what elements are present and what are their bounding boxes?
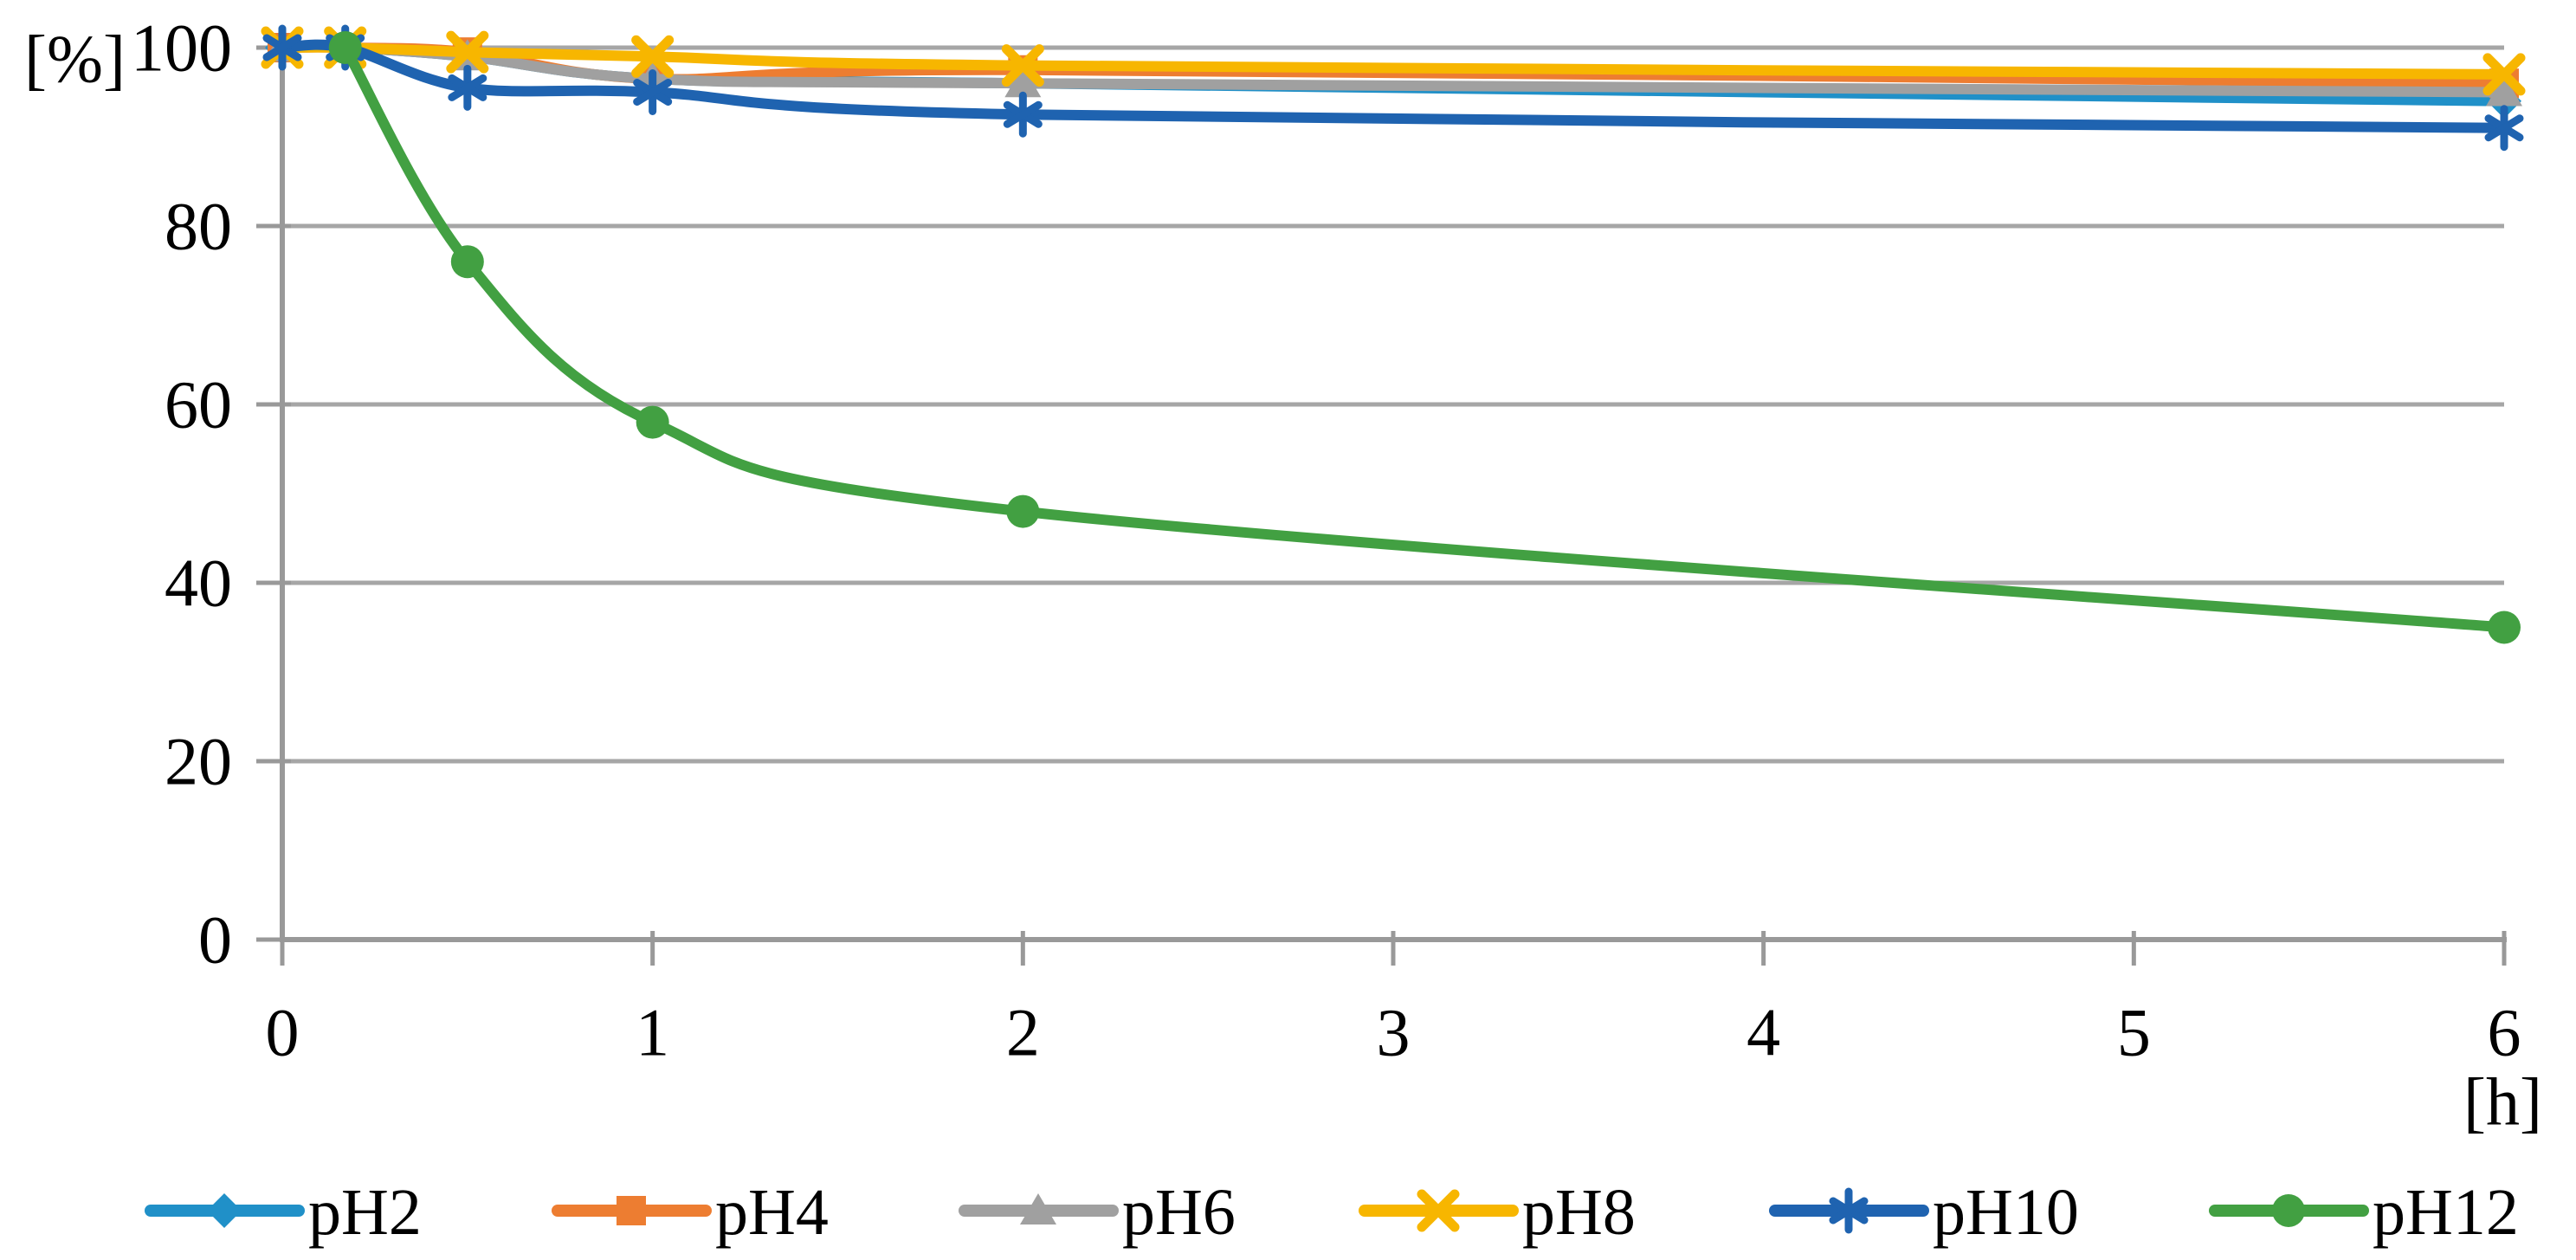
marker-circle-legend-pH12 <box>2272 1194 2305 1227</box>
legend-item-pH2: pH2 <box>145 1176 422 1249</box>
y-axis-unit-label: [%] <box>24 22 126 97</box>
x-tick-label-6: 6 <box>2488 995 2521 1070</box>
x-tick-label-0: 0 <box>266 995 300 1070</box>
x-tick-label-5: 5 <box>2117 995 2151 1070</box>
y-tick-label-20: 20 <box>165 724 232 799</box>
series-line-pH12 <box>339 42 2509 633</box>
x-tick-label-1: 1 <box>636 995 669 1070</box>
marker-circle-pH12 <box>636 405 669 439</box>
y-tick-label-80: 80 <box>165 189 232 264</box>
legend-label-pH8: pH8 <box>1522 1176 1636 1249</box>
legend-item-pH10: pH10 <box>1769 1176 2079 1249</box>
marker-circle-pH12 <box>328 31 362 64</box>
y-tick-label-40: 40 <box>165 546 232 621</box>
x-tick-label-3: 3 <box>1377 995 1411 1070</box>
legend-label-pH2: pH2 <box>308 1176 422 1249</box>
marker-x-legend-pH8 <box>1417 1189 1460 1232</box>
marker-x-pH8 <box>631 35 675 78</box>
marker-circle-pH12 <box>450 245 484 279</box>
marker-star-legend-pH10 <box>1829 1187 1869 1234</box>
marker-circle-pH12 <box>2488 611 2521 644</box>
series-line-pH8 <box>277 42 2509 80</box>
marker-x-pH8 <box>446 30 489 74</box>
marker-circle-pH12 <box>1006 494 1040 528</box>
marker-x-pH8 <box>2482 53 2526 96</box>
marker-triangle-pH6 <box>2486 74 2522 107</box>
marker-star-pH10 <box>448 64 487 111</box>
y-tick-label-100: 100 <box>131 10 232 86</box>
legend-item-pH6: pH6 <box>959 1176 1236 1249</box>
marker-star-pH10 <box>262 24 302 71</box>
legend-item-pH12: pH12 <box>2209 1176 2519 1249</box>
y-tick-label-0: 0 <box>198 902 232 978</box>
legend-item-pH8: pH8 <box>1359 1176 1636 1249</box>
legend-label-pH4: pH4 <box>715 1176 829 1249</box>
x-tick-label-4: 4 <box>1746 995 1780 1070</box>
marker-triangle-pH6 <box>1004 66 1042 98</box>
marker-triangle-legend-pH6 <box>1020 1193 1056 1224</box>
x-tick-label-2: 2 <box>1006 995 1040 1070</box>
marker-star-pH10 <box>633 69 673 115</box>
y-tick-label-60: 60 <box>165 367 232 443</box>
marker-star-pH10 <box>1003 91 1043 138</box>
legend-label-pH10: pH10 <box>1933 1176 2079 1249</box>
legend-label-pH12: pH12 <box>2373 1176 2519 1249</box>
marker-square-legend-pH4 <box>617 1196 646 1225</box>
legend-item-pH4: pH4 <box>552 1176 829 1249</box>
marker-diamond-legend-pH2 <box>207 1193 242 1228</box>
marker-x-pH8 <box>1001 44 1044 87</box>
x-axis-unit-label: [h] <box>2463 1064 2542 1140</box>
legend-label-pH6: pH6 <box>1122 1176 1236 1249</box>
series-line-pH10 <box>277 39 2509 133</box>
marker-star-pH10 <box>2484 105 2524 152</box>
